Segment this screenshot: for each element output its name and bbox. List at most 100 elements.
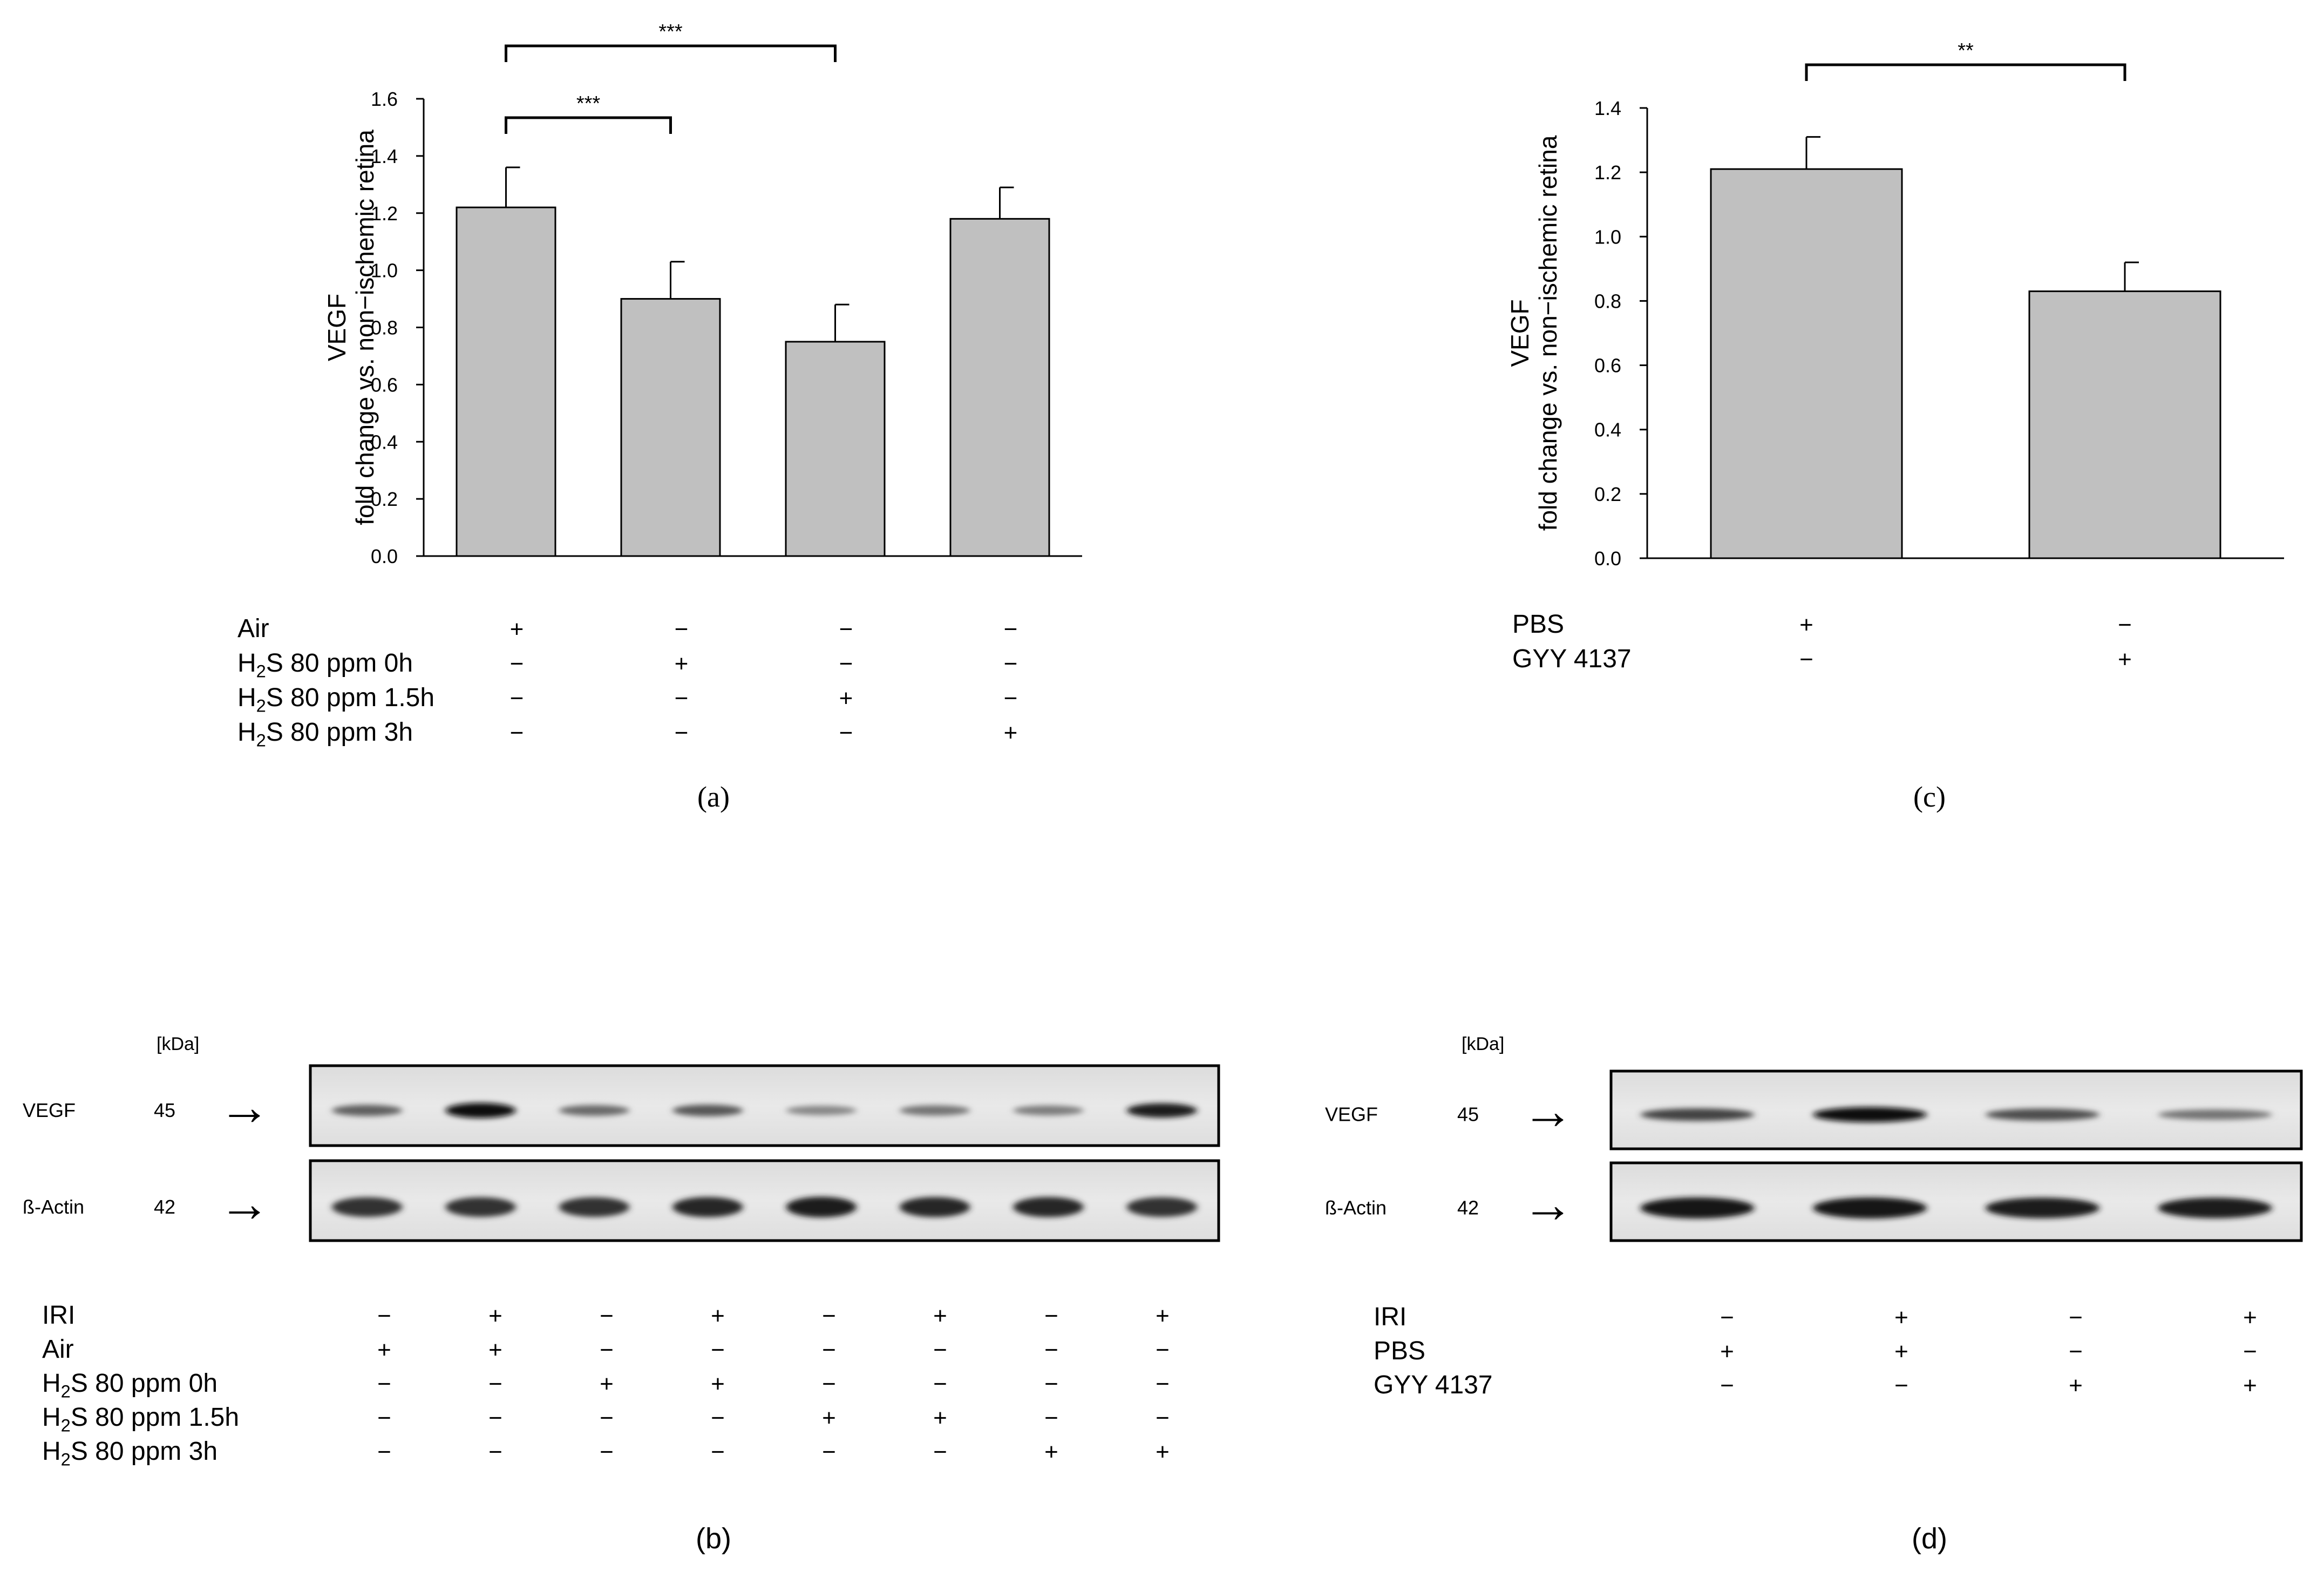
condition-mark: + bbox=[711, 1303, 725, 1329]
blot-row-name: VEGF bbox=[1325, 1103, 1378, 1126]
condition-label: H2S 80 ppm 3h bbox=[237, 718, 413, 750]
blot-band bbox=[1813, 1107, 1927, 1122]
condition-mark: + bbox=[1044, 1439, 1058, 1465]
condition-mark: + bbox=[1004, 720, 1018, 746]
y-axis-label: VEGF bbox=[323, 294, 351, 361]
significance-bracket bbox=[1805, 63, 2126, 81]
y-tick-label: 0.4 bbox=[1594, 419, 1621, 441]
chart-panel-c: 0.0 0.2 0.4 0.6 0.8 1.0 1.2 1.4 VEGF fold change … bbox=[1506, 39, 2284, 813]
condition-mark: − bbox=[1004, 651, 1018, 677]
bar bbox=[949, 218, 1050, 557]
blot-membrane bbox=[309, 1064, 1220, 1147]
significance-label: *** bbox=[658, 21, 683, 43]
condition-mark: + bbox=[510, 616, 524, 642]
condition-mark: − bbox=[1044, 1303, 1058, 1329]
bar bbox=[620, 298, 721, 557]
blot-band bbox=[331, 1105, 403, 1116]
panel-label: (b) bbox=[696, 1522, 731, 1555]
condition-label: GYY 4137 bbox=[1374, 1371, 1493, 1399]
y-tick-label: 0.6 bbox=[371, 374, 398, 396]
condition-mark: − bbox=[1720, 1372, 1734, 1399]
condition-mark: − bbox=[488, 1439, 502, 1465]
condition-mark: − bbox=[675, 616, 689, 642]
condition-mark: − bbox=[1156, 1371, 1170, 1397]
condition-mark: − bbox=[839, 616, 853, 642]
y-tick-label: 1.2 bbox=[1594, 161, 1621, 184]
kda-unit-label: [kDa] bbox=[157, 1034, 199, 1054]
condition-label: GYY 4137 bbox=[1512, 645, 1632, 673]
condition-mark: + bbox=[488, 1337, 502, 1363]
significance-label: ** bbox=[1958, 39, 1974, 62]
y-axis-label: VEGF bbox=[1506, 299, 1534, 367]
significance-bracket bbox=[505, 116, 672, 134]
condition-label: H2S 80 ppm 0h bbox=[237, 649, 413, 681]
blot-band bbox=[1013, 1197, 1084, 1217]
blot-band bbox=[331, 1197, 403, 1217]
arrow-icon: → bbox=[1522, 1082, 1574, 1140]
condition-mark: − bbox=[2069, 1304, 2083, 1331]
condition-mark: − bbox=[600, 1337, 614, 1363]
blot-band bbox=[1985, 1108, 2099, 1121]
blot-band bbox=[1640, 1108, 1755, 1121]
condition-mark: − bbox=[822, 1439, 836, 1465]
condition-mark: − bbox=[1004, 685, 1018, 712]
condition-mark: + bbox=[2243, 1372, 2257, 1399]
condition-mark: − bbox=[2118, 612, 2132, 638]
blot-band bbox=[1985, 1197, 2099, 1218]
condition-mark: − bbox=[822, 1371, 836, 1397]
condition-mark: − bbox=[933, 1371, 947, 1397]
condition-mark: − bbox=[2243, 1338, 2257, 1365]
condition-mark: − bbox=[1044, 1337, 1058, 1363]
condition-mark: + bbox=[2243, 1304, 2257, 1331]
condition-mark: − bbox=[488, 1371, 502, 1397]
condition-mark: − bbox=[822, 1337, 836, 1363]
condition-mark: + bbox=[1799, 612, 1813, 638]
blot-panel-b: [kDa] VEGF 45 → ß-Actin 42 → IRI − + − + − + − + Air + + − −… bbox=[23, 1034, 1220, 1555]
blot-row-kda: 45 bbox=[154, 1099, 175, 1121]
condition-label: H2S 80 ppm 3h bbox=[42, 1437, 218, 1470]
blot-band bbox=[2158, 1197, 2272, 1218]
blot-band bbox=[786, 1106, 857, 1115]
y-tick-label: 1.2 bbox=[371, 202, 398, 225]
condition-mark: + bbox=[933, 1405, 947, 1431]
condition-mark: + bbox=[488, 1303, 502, 1329]
blot-row-kda: 42 bbox=[154, 1196, 175, 1218]
blot-band bbox=[445, 1102, 516, 1118]
y-tick-label: 0.8 bbox=[1594, 290, 1621, 312]
condition-mark: − bbox=[1044, 1405, 1058, 1431]
y-tick-label: 0.0 bbox=[371, 545, 398, 567]
condition-label: H2S 80 ppm 1.5h bbox=[237, 683, 434, 716]
arrow-icon: → bbox=[219, 1078, 270, 1136]
condition-mark: + bbox=[1156, 1439, 1170, 1465]
y-tick-label: 1.4 bbox=[371, 145, 398, 167]
condition-mark: − bbox=[933, 1337, 947, 1363]
condition-mark: − bbox=[822, 1303, 836, 1329]
condition-mark: + bbox=[822, 1405, 836, 1431]
condition-mark: + bbox=[2069, 1372, 2083, 1399]
condition-label: Air bbox=[42, 1335, 74, 1364]
significance-label: *** bbox=[576, 92, 601, 115]
condition-mark: + bbox=[933, 1303, 947, 1329]
y-tick-label: 1.0 bbox=[1594, 226, 1621, 248]
condition-mark: − bbox=[933, 1439, 947, 1465]
y-tick-label: 0.8 bbox=[371, 317, 398, 339]
bar bbox=[2028, 290, 2221, 559]
blot-row-name: VEGF bbox=[23, 1099, 76, 1121]
condition-mark: − bbox=[377, 1371, 391, 1397]
condition-mark: + bbox=[2118, 646, 2132, 673]
blot-band bbox=[672, 1105, 743, 1116]
condition-mark: + bbox=[1156, 1303, 1170, 1329]
condition-mark: − bbox=[600, 1303, 614, 1329]
condition-label: PBS bbox=[1512, 610, 1564, 639]
condition-label: IRI bbox=[42, 1301, 75, 1330]
condition-mark: − bbox=[510, 651, 524, 677]
condition-mark: − bbox=[711, 1439, 725, 1465]
condition-mark: − bbox=[675, 685, 689, 712]
condition-mark: − bbox=[377, 1439, 391, 1465]
blot-row-name: ß-Actin bbox=[23, 1196, 84, 1218]
condition-label: IRI bbox=[1374, 1303, 1406, 1331]
blot-row-kda: 45 bbox=[1457, 1103, 1479, 1126]
bar bbox=[1710, 168, 1903, 559]
panel-label: (c) bbox=[1913, 781, 1946, 813]
blot-band bbox=[1640, 1197, 1755, 1219]
